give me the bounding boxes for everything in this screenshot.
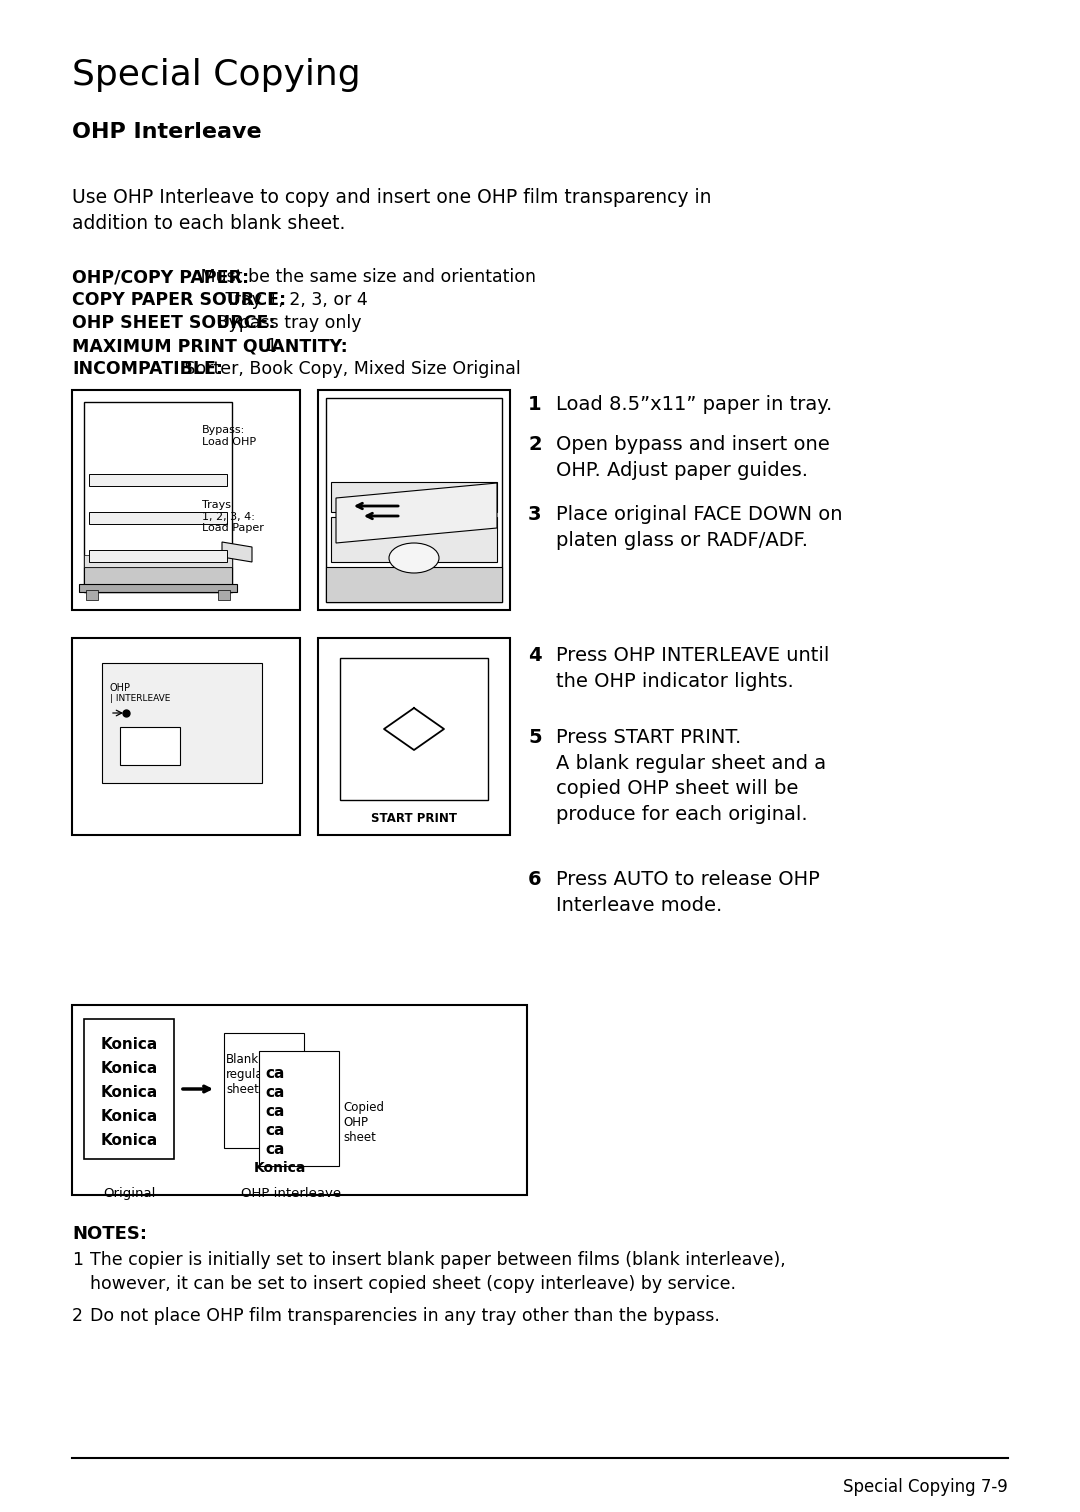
Text: Use OHP Interleave to copy and insert one OHP film transparency in: Use OHP Interleave to copy and insert on…: [72, 187, 712, 207]
Text: COPY PAPER SOURCE:: COPY PAPER SOURCE:: [72, 290, 286, 308]
Text: Press OHP INTERLEAVE until
the OHP indicator lights.: Press OHP INTERLEAVE until the OHP indic…: [556, 646, 829, 691]
Text: 2: 2: [528, 435, 542, 454]
Text: Konica: Konica: [254, 1161, 307, 1175]
Bar: [89, 550, 227, 562]
Text: Press START PRINT.
A blank regular sheet and a
copied OHP sheet will be
produce : Press START PRINT. A blank regular sheet…: [556, 727, 826, 824]
Bar: [318, 638, 510, 835]
Text: Press AUTO to release OHP
Interleave mode.: Press AUTO to release OHP Interleave mod…: [556, 869, 820, 915]
Bar: [326, 398, 502, 602]
Text: Blank
regular
sheet: Blank regular sheet: [226, 1052, 269, 1096]
Text: addition to each blank sheet.: addition to each blank sheet.: [72, 215, 346, 233]
Text: 1: 1: [72, 1250, 83, 1269]
Polygon shape: [222, 541, 252, 562]
Text: INCOMPATIBLE:: INCOMPATIBLE:: [72, 360, 222, 378]
Text: Copied
OHP
sheet: Copied OHP sheet: [343, 1101, 384, 1145]
Bar: [318, 390, 510, 609]
Bar: [224, 1033, 303, 1148]
Text: Bypass:
Load OHP: Bypass: Load OHP: [202, 425, 256, 446]
Text: Load 8.5”x11” paper in tray.: Load 8.5”x11” paper in tray.: [556, 395, 833, 414]
Text: OHP SHEET SOURCE:: OHP SHEET SOURCE:: [72, 314, 275, 333]
Text: Trays
1, 2, 3, 4:
Load Paper: Trays 1, 2, 3, 4: Load Paper: [202, 500, 264, 534]
Bar: [218, 590, 230, 600]
Text: 2: 2: [72, 1306, 83, 1325]
Text: 4: 4: [528, 646, 542, 665]
Text: ca: ca: [265, 1066, 284, 1081]
Text: 1: 1: [260, 337, 278, 355]
Bar: [102, 662, 262, 783]
Text: ca: ca: [265, 1086, 284, 1101]
Text: Open bypass and insert one
OHP. Adjust paper guides.: Open bypass and insert one OHP. Adjust p…: [556, 435, 829, 479]
Bar: [259, 1051, 339, 1166]
Text: Sorter, Book Copy, Mixed Size Original: Sorter, Book Copy, Mixed Size Original: [178, 360, 521, 378]
Text: OHP interleave: OHP interleave: [242, 1187, 341, 1201]
Bar: [72, 390, 300, 609]
Bar: [84, 402, 232, 593]
Text: Must be the same size and orientation: Must be the same size and orientation: [195, 268, 536, 286]
Text: 1: 1: [528, 395, 542, 414]
Text: Place original FACE DOWN on
platen glass or RADF/ADF.: Place original FACE DOWN on platen glass…: [556, 505, 842, 550]
Text: Konica: Konica: [100, 1132, 158, 1148]
Bar: [89, 473, 227, 485]
Text: OHP Interleave: OHP Interleave: [72, 122, 261, 142]
Text: 3: 3: [528, 505, 541, 525]
Text: Konica: Konica: [100, 1037, 158, 1052]
Text: OHP: OHP: [110, 683, 131, 692]
Text: Original: Original: [103, 1187, 156, 1201]
Text: Special Copying 7-9: Special Copying 7-9: [843, 1479, 1008, 1495]
Text: Konica: Konica: [100, 1061, 158, 1077]
Ellipse shape: [389, 543, 438, 573]
Text: Konica: Konica: [100, 1108, 158, 1123]
Bar: [84, 555, 232, 567]
Text: Bypass tray only: Bypass tray only: [212, 314, 362, 333]
Bar: [84, 1019, 174, 1160]
Text: | INTERLEAVE: | INTERLEAVE: [110, 694, 171, 703]
Text: Do not place OHP film transparencies in any tray other than the bypass.: Do not place OHP film transparencies in …: [90, 1306, 720, 1325]
Bar: [72, 638, 300, 835]
Text: 6: 6: [528, 869, 542, 889]
Polygon shape: [336, 482, 497, 543]
Bar: [340, 658, 488, 800]
Bar: [84, 567, 232, 593]
Text: 5: 5: [528, 727, 542, 747]
Bar: [120, 727, 180, 765]
Text: ca: ca: [265, 1142, 284, 1157]
Bar: [86, 590, 98, 600]
Text: Special Copying: Special Copying: [72, 57, 361, 92]
Text: NOTES:: NOTES:: [72, 1225, 147, 1243]
Bar: [326, 567, 502, 602]
Bar: [330, 482, 497, 513]
Text: MAXIMUM PRINT QUANTITY:: MAXIMUM PRINT QUANTITY:: [72, 337, 348, 355]
Bar: [89, 513, 227, 525]
Bar: [79, 584, 237, 593]
Text: ca: ca: [265, 1123, 284, 1139]
Bar: [330, 517, 497, 562]
Text: OHP/COPY PAPER:: OHP/COPY PAPER:: [72, 268, 249, 286]
Bar: [72, 1005, 527, 1194]
Text: The copier is initially set to insert blank paper between films (blank interleav: The copier is initially set to insert bl…: [90, 1250, 786, 1293]
Text: Tray 1, 2, 3, or 4: Tray 1, 2, 3, or 4: [219, 290, 367, 308]
Text: Konica: Konica: [100, 1086, 158, 1101]
Text: ca: ca: [265, 1104, 284, 1119]
Text: START PRINT: START PRINT: [372, 812, 457, 826]
